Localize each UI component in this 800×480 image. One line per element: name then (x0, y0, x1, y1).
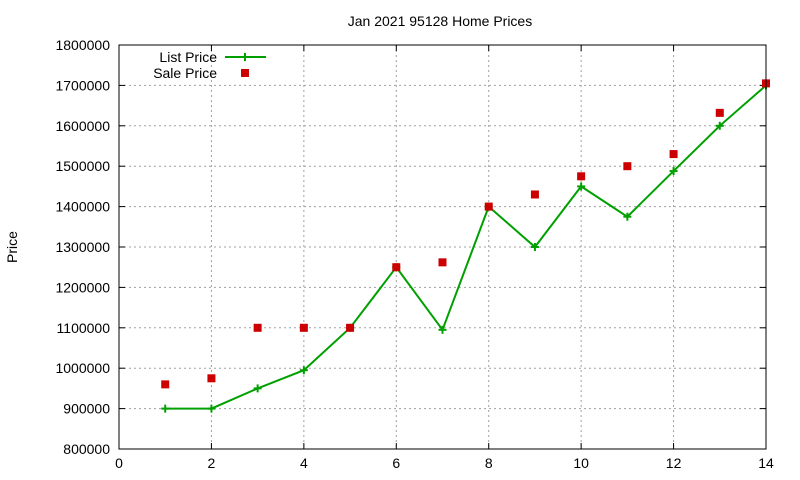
sale-price-point (299, 323, 308, 332)
x-tick-label: 0 (115, 455, 123, 471)
legend-swatch-marker (241, 53, 249, 61)
list-price-point (623, 212, 632, 221)
sale-price-point (669, 150, 678, 159)
x-tick-label: 2 (208, 455, 216, 471)
y-axis-tick-labels: 800000 900000 1000000 1100000 1200000 1300000… (55, 37, 110, 457)
sale-price-point (438, 258, 447, 267)
sale-price-point (715, 108, 724, 117)
x-tick-label: 4 (300, 455, 308, 471)
x-tick-label: 10 (573, 455, 589, 471)
x-tick-label: 14 (758, 455, 774, 471)
x-tick-label: 8 (485, 455, 493, 471)
axis-ticks (118, 44, 767, 450)
y-tick-label: 1200000 (55, 279, 110, 295)
y-tick-label: 1400000 (55, 199, 110, 215)
sale-price-point (577, 172, 586, 181)
list-price-point (207, 404, 216, 413)
grid (119, 45, 766, 449)
chart-title: Jan 2021 95128 Home Prices (348, 13, 532, 29)
y-tick-label: 900000 (63, 401, 110, 417)
x-tick-label: 12 (666, 455, 682, 471)
legend-label: List Price (159, 49, 217, 65)
list-price-point (669, 167, 678, 176)
legend-swatch-marker (241, 69, 249, 77)
list-price-line (165, 84, 767, 410)
sale-price-point (253, 323, 262, 332)
y-tick-label: 1100000 (57, 320, 111, 336)
sale-price-point (346, 323, 355, 332)
list-price-point (161, 404, 170, 413)
y-tick-label: 1800000 (55, 37, 110, 53)
list-price-point (530, 243, 539, 251)
y-tick-label: 1600000 (55, 118, 110, 134)
plot-series (161, 79, 770, 413)
sale-price-point (623, 162, 632, 171)
legend-label: Sale Price (153, 65, 217, 81)
sale-price-point (484, 202, 493, 211)
sale-price-point (207, 374, 216, 383)
x-tick-label: 6 (392, 455, 400, 471)
y-tick-label: 1700000 (55, 77, 110, 93)
series-sale-price (161, 79, 770, 389)
plot-frame (118, 44, 767, 450)
list-price-point (577, 182, 586, 191)
list-price-point (715, 121, 724, 130)
y-tick-label: 800000 (63, 441, 110, 457)
list-price-point (299, 366, 308, 375)
list-price-point (253, 384, 262, 393)
y-tick-label: 1500000 (55, 158, 110, 174)
list-price-point (438, 325, 447, 334)
x-axis-tick-labels: 0 2 4 6 8 10 12 14 (115, 455, 774, 471)
sale-price-point (530, 190, 539, 199)
y-tick-label: 1300000 (55, 239, 110, 255)
sale-price-point (392, 263, 401, 272)
sale-price-point (161, 380, 170, 389)
y-tick-label: 1000000 (55, 360, 110, 376)
y-axis-label: Price (4, 231, 20, 263)
